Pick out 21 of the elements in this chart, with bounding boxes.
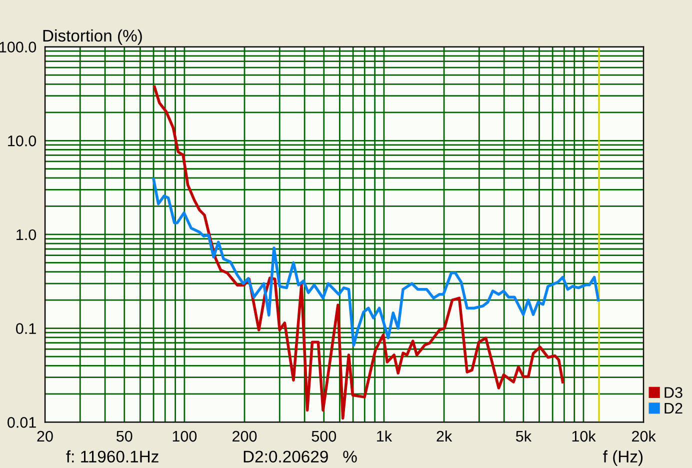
y-axis-title: Distortion (%) <box>43 29 142 45</box>
text: f: 11960.1Hz <box>66 450 158 463</box>
x-tick-label: 2k <box>436 430 452 442</box>
x-tick-label: 500 <box>312 430 336 442</box>
x-tick-label: 10k <box>572 430 596 442</box>
x-tick-label: 20k <box>632 430 656 442</box>
legend-label: D3 <box>664 387 682 398</box>
x-tick-label: 100 <box>172 430 197 442</box>
y-tick-label: 0.1 <box>16 323 36 334</box>
y-tick-label: 1.0 <box>16 229 36 240</box>
x-tick-label: 20 <box>37 430 53 442</box>
x-tick-label: 1k <box>377 430 392 442</box>
text: D2:0.20629 % <box>244 450 357 463</box>
x-tick-label: 5k <box>516 430 532 442</box>
y-tick-label: 100.0 <box>0 42 36 52</box>
x-tick-label: 50 <box>116 430 132 442</box>
x-axis-title: f (Hz) <box>603 450 643 466</box>
legend-label: D2 <box>664 402 682 414</box>
y-tick-label: 10.0 <box>8 136 36 146</box>
x-tick-label: 200 <box>232 430 257 442</box>
y-tick-label: 0.01 <box>8 417 36 428</box>
